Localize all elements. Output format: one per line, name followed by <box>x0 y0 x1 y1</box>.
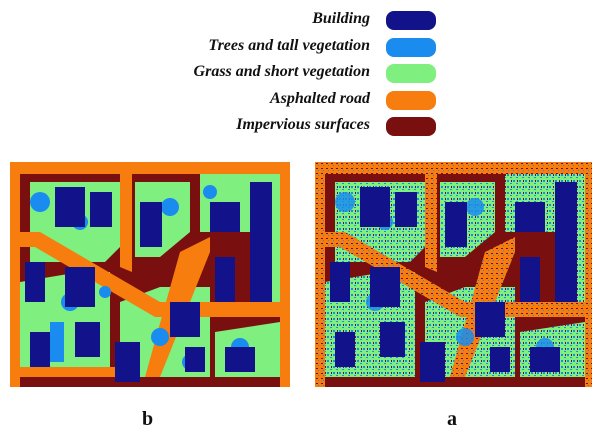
legend-label: Trees and tall vegetation <box>208 36 370 54</box>
legend-label: Building <box>312 10 370 27</box>
legend-label: Asphalted road <box>269 89 370 107</box>
legend-swatch <box>386 64 436 83</box>
legend-label: Impervious surfaces <box>236 116 370 133</box>
legend: Building Trees and tall vegetation Grass… <box>150 8 440 141</box>
legend-swatch <box>386 37 436 57</box>
legend-item-building: Building <box>150 8 440 35</box>
classification-map-b <box>10 162 290 387</box>
map-caption-a: a <box>447 408 457 430</box>
classification-map-a <box>315 162 592 387</box>
legend-item-impervious: Impervious surfaces <box>150 114 440 141</box>
classification-map-a-image <box>315 162 592 387</box>
legend-swatch <box>386 117 436 136</box>
legend-item-trees: Trees and tall vegetation <box>150 35 440 62</box>
legend-swatch <box>386 11 436 30</box>
legend-label: Grass and short vegetation <box>193 63 370 80</box>
map-caption-b: b <box>142 408 154 430</box>
legend-swatch <box>386 90 436 110</box>
legend-item-grass: Grass and short vegetation <box>150 61 440 88</box>
legend-item-road: Asphalted road <box>150 88 440 115</box>
classification-map-b-image <box>10 162 290 387</box>
